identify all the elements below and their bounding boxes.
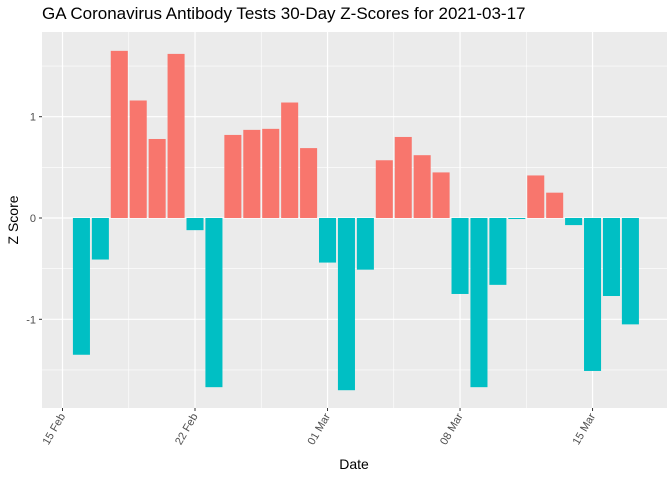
bar-2021-03-05 <box>394 136 412 218</box>
x-axis: 15 Feb 22 Feb 01 Mar 08 Mar 15 Mar <box>41 408 599 448</box>
bar-2021-02-27 <box>281 102 299 218</box>
bar-2021-03-09 <box>470 218 488 388</box>
x-tick-label: 15 Mar <box>571 411 599 447</box>
chart-title: GA Coronavirus Antibody Tests 30-Day Z-S… <box>42 4 526 23</box>
bar-2021-03-14 <box>565 218 583 226</box>
bar-2021-03-10 <box>489 218 507 285</box>
bar-2021-03-15 <box>584 218 602 371</box>
x-tick-label: 01 Mar <box>306 411 334 447</box>
bar-2021-03-17 <box>621 218 639 325</box>
bar-2021-03-13 <box>546 192 564 218</box>
bar-2021-02-19 <box>129 100 147 218</box>
bar-2021-02-16 <box>72 218 90 355</box>
x-tick-label: 22 Feb <box>173 412 201 448</box>
bar-2021-03-16 <box>602 218 620 297</box>
bar-2021-02-22 <box>186 218 204 231</box>
bars <box>72 50 639 391</box>
bar-2021-03-01 <box>319 218 337 263</box>
bar-2021-03-08 <box>451 218 469 294</box>
bar-2021-02-25 <box>243 129 261 218</box>
bar-2021-02-23 <box>205 218 223 388</box>
bar-2021-03-12 <box>527 175 545 218</box>
bar-2021-03-06 <box>413 155 431 218</box>
y-axis: -1 0 1 <box>26 112 42 326</box>
bar-2021-03-02 <box>337 218 355 391</box>
x-axis-title: Date <box>339 456 369 472</box>
bar-2021-02-17 <box>91 218 109 260</box>
bar-2021-02-18 <box>110 50 128 219</box>
bar-2021-02-28 <box>300 148 318 218</box>
y-axis-title: Z Score <box>5 195 21 244</box>
bar-2021-03-04 <box>375 160 393 218</box>
bar-2021-03-03 <box>356 218 374 270</box>
bar-2021-02-20 <box>148 138 166 218</box>
bar-2021-02-24 <box>224 134 242 218</box>
bar-2021-03-07 <box>432 172 450 218</box>
bar-2021-02-26 <box>262 128 280 218</box>
bar-2021-02-21 <box>167 53 185 219</box>
x-tick-label: 15 Feb <box>41 412 69 448</box>
y-tick-label: 0 <box>30 213 36 225</box>
x-tick-label: 08 Mar <box>438 411 466 447</box>
y-tick-label: -1 <box>26 314 36 326</box>
bar-2021-03-11 <box>508 218 526 220</box>
y-tick-label: 1 <box>30 112 36 124</box>
